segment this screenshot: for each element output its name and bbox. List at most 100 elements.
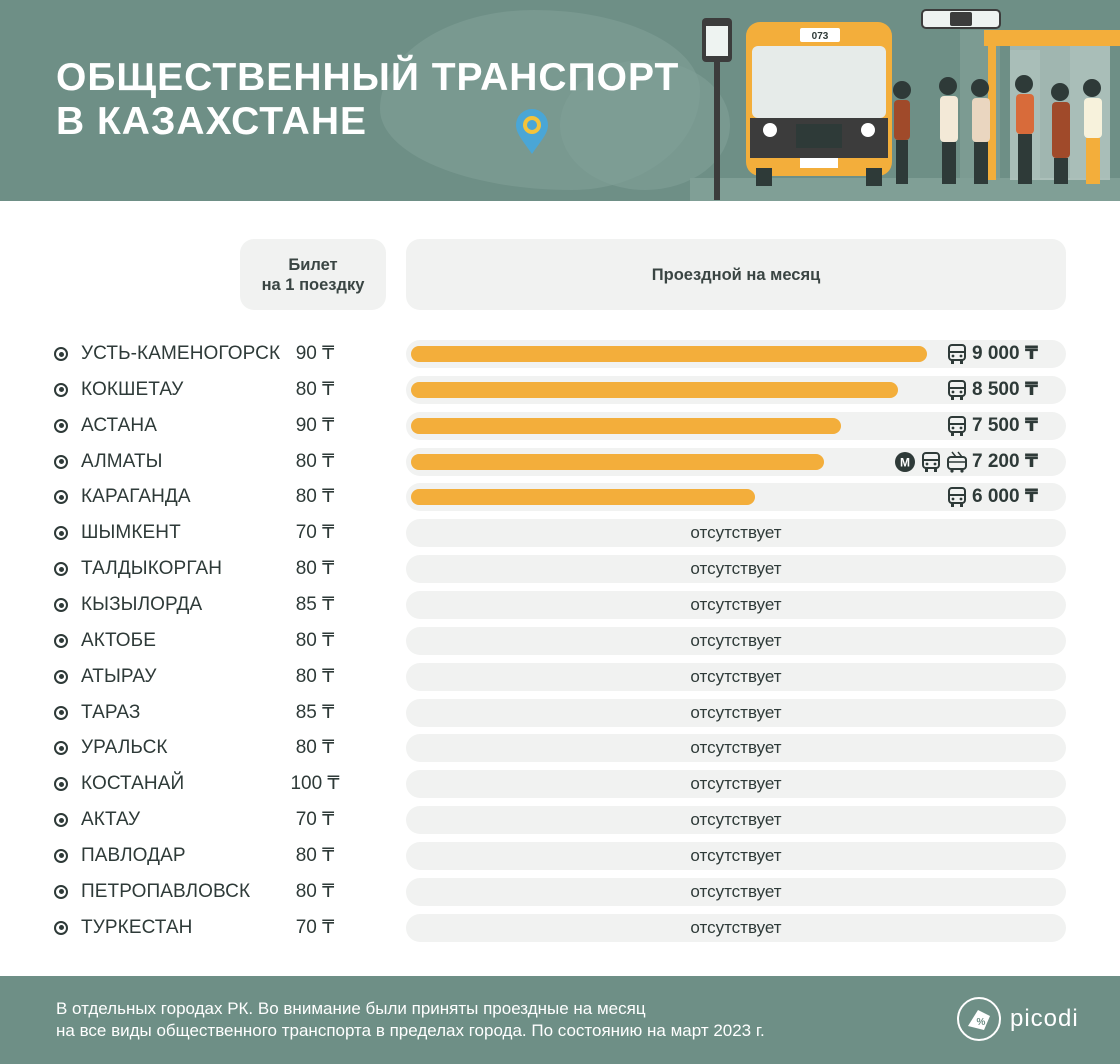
monthly-pass-price: 8 500 ₸ [972,378,1039,400]
location-marker-icon [54,669,68,684]
city-name: УСТЬ-КАМЕНОГОРСК [81,343,281,364]
city-row: ТАЛДЫКОРГАН 80 ₸ отсутствует [0,555,1120,584]
city-name: УРАЛЬСК [81,737,168,759]
monthly-pass-track [406,662,1066,691]
monthly-pass-price: 6 000 ₸ [972,486,1039,508]
location-marker-icon [54,526,68,541]
city-name: АКТОБЕ [81,629,157,651]
bus-icon [920,451,942,473]
monthly-pass-bar [411,381,898,398]
ticket-price: 80 ₸ [295,844,335,866]
monthly-pass-absent: отсутствует [690,917,782,937]
ticket-price: 80 ₸ [295,880,335,902]
city-name: КОКШЕТАУ [81,378,184,400]
ticket-price: 80 ₸ [295,378,335,400]
brand-logo: % picodi [956,996,1079,1042]
city-name: АТЫРАУ [81,665,157,687]
bus-icon [946,486,968,508]
monthly-column-header: Проездной на месяц [406,239,1066,310]
city-name: ТУРКЕСТАН [81,916,193,938]
city-name: ПЕТРОПАВЛОВСК [81,880,251,902]
city-name: АСТАНА [81,414,157,436]
footnote-line-2: на все виды общественного транспорта в п… [56,1021,765,1040]
monthly-pass-track [406,734,1066,763]
ticket-price: 85 ₸ [295,594,335,615]
metro-icon: M [894,451,916,473]
monthly-pass-track [406,626,1066,655]
transport-icons: M [894,451,968,473]
monthly-pass-track [406,806,1066,834]
city-row: КОСТАНАЙ 100 ₸ отсутствует [0,770,1120,799]
transport-icons [946,343,968,365]
city-row: УРАЛЬСК 80 ₸ отсутствует [0,734,1120,763]
monthly-pass-absent: отсутствует [690,595,782,614]
bus-number: 073 [812,31,829,42]
title-line-2: В КАЗАХСТАНЕ [56,100,367,143]
location-marker-icon [54,777,68,792]
ticket-price: 80 ₸ [295,629,335,651]
location-marker-icon [54,920,68,935]
monthly-pass-bar [411,489,755,506]
map-pin-icon [516,109,548,154]
city-name: ПАВЛОДАР [81,844,186,866]
transport-icons [946,415,968,437]
city-row: АЛМАТЫ 80 ₸ M 7 200 ₸ [0,447,1120,476]
city-row: АКТАУ 70 ₸ отсутствует [0,806,1120,834]
ticket-price: 70 ₸ [295,522,335,544]
header-banner: ОБЩЕСТВЕННЫЙ ТРАНСПОРТ В КАЗАХСТАНЕ 073 [0,0,1120,201]
monthly-pass-absent: отсутствует [690,523,782,543]
transport-icons [946,379,968,401]
footnote-line-1: В отдельных городах РК. Во внимание были… [56,999,646,1018]
city-name: АКТАУ [81,809,141,830]
monthly-pass-absent: отсутствует [690,881,782,901]
city-name: ШЫМКЕНТ [81,522,181,544]
monthly-pass-absent: отсутствует [690,738,782,758]
location-marker-icon [54,382,68,397]
city-row: ТАРАЗ 85 ₸ отсутствует [0,698,1120,727]
svg-text:M: M [900,455,910,469]
city-name: КОСТАНАЙ [81,773,185,795]
monthly-pass-absent: отсутствует [690,774,782,794]
monthly-pass-track [406,555,1066,584]
bus-stop-illustration: 073 [690,9,1120,201]
location-marker-icon [54,705,68,720]
monthly-pass-track [406,519,1066,548]
ticket-header-line-1: Билет [288,255,338,274]
city-row: ПЕТРОПАВЛОВСК 80 ₸ отсутствует [0,877,1120,906]
footnote: В отдельных городах РК. Во внимание были… [56,998,936,1042]
city-row: УСТЬ-КАМЕНОГОРСК 90 ₸ 9 000 ₸ [0,340,1120,368]
city-name: ТАЛДЫКОРГАН [81,558,223,580]
picodi-logo-icon: % [957,997,1001,1041]
bus-icon [946,379,968,401]
city-row: АТЫРАУ 80 ₸ отсутствует [0,662,1120,691]
monthly-pass-absent: отсутствует [690,630,782,650]
city-row: ПАВЛОДАР 80 ₸ отсутствует [0,841,1120,870]
map-decoration [560,60,730,190]
city-row: КОКШЕТАУ 80 ₸ 8 500 ₸ [0,375,1120,404]
monthly-pass-absent: отсутствует [690,559,782,579]
ticket-column-header: Билет на 1 поездку [240,239,386,310]
city-row: ШЫМКЕНТ 70 ₸ отсутствует [0,519,1120,548]
city-row: АКТОБЕ 80 ₸ отсутствует [0,626,1120,655]
monthly-pass-absent: отсутствует [690,845,782,865]
ticket-price: 80 ₸ [295,737,335,759]
svg-text:%: % [977,1017,986,1028]
location-marker-icon [54,884,68,899]
monthly-pass-absent: отсутствует [690,810,782,829]
ticket-price: 85 ₸ [295,701,335,723]
city-name: КЫЗЫЛОРДА [81,594,203,615]
monthly-pass-track [406,591,1066,619]
monthly-pass-track [406,698,1066,727]
monthly-pass-absent: отсутствует [690,666,782,686]
city-name: КАРАГАНДА [81,486,191,508]
monthly-pass-track [406,770,1066,799]
city-row: АСТАНА 90 ₸ 7 500 ₸ [0,411,1120,440]
ticket-price: 90 ₸ [295,343,335,364]
monthly-pass-track [406,841,1066,870]
ticket-price: 80 ₸ [295,558,335,580]
location-marker-icon [54,741,68,756]
title-line-1: ОБЩЕСТВЕННЫЙ ТРАНСПОРТ [56,56,680,99]
ticket-price: 100 ₸ [290,773,340,795]
monthly-pass-price: 7 500 ₸ [972,414,1039,436]
